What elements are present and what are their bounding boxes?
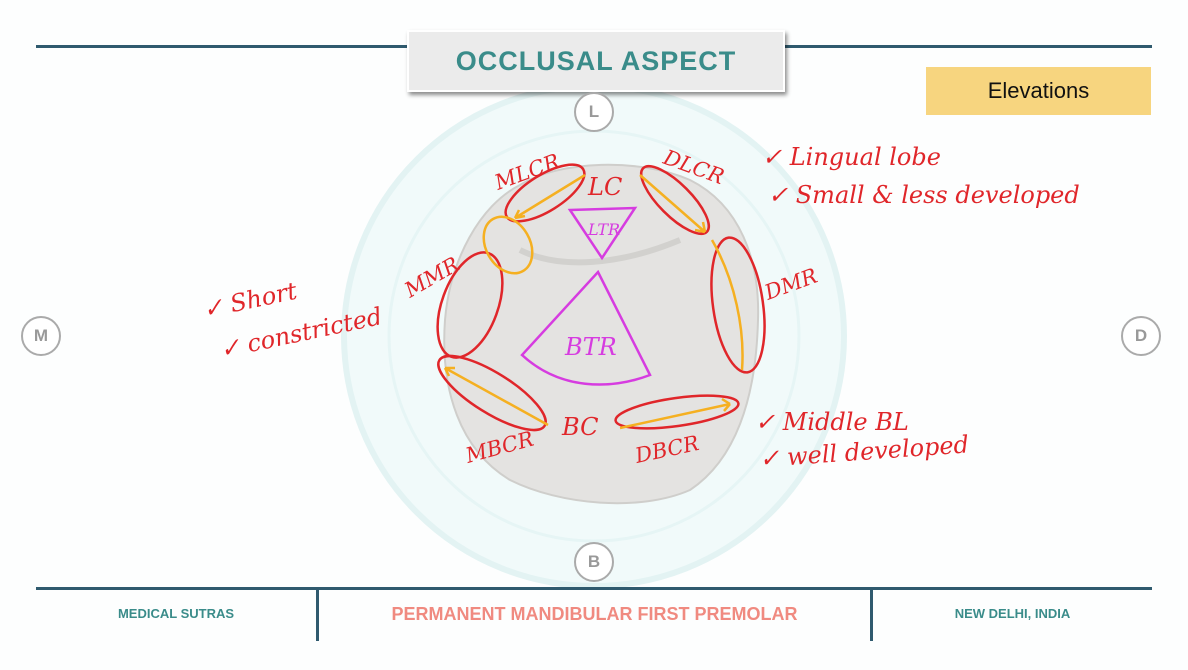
mmr-note-1: ✓ Short [200, 277, 299, 324]
title-box: OCCLUSAL ASPECT [407, 30, 785, 92]
dmr-arrow [710, 239, 744, 371]
lingual-note-1: ✓ Lingual lobe [762, 143, 941, 171]
direction-mesial: M [21, 316, 61, 356]
footer-divider-right [870, 589, 873, 641]
label-bc: BC [561, 413, 598, 441]
mbcr-arrow [443, 366, 549, 427]
dmr-outline [710, 236, 766, 374]
bc-note-1: ✓ Middle BL [755, 408, 909, 436]
label-btr: BTR [564, 333, 617, 361]
lingual-note-2: ✓ Small & less developed [768, 181, 1080, 209]
footer-location: NEW DELHI, INDIA [954, 606, 1071, 621]
ltr-outline [567, 206, 638, 261]
label-lc: LC [587, 173, 622, 201]
direction-distal: D [1121, 316, 1161, 356]
mesial-pit-outline [482, 215, 534, 275]
page-title: OCCLUSAL ASPECT [455, 45, 737, 76]
footer-rule [36, 587, 1152, 590]
dbcr-arrow [619, 397, 731, 430]
direction-lingual: L [574, 92, 614, 132]
footer-divider-left [316, 589, 319, 641]
label-ltr: LTR [587, 220, 620, 239]
btr-outline [520, 269, 652, 386]
top-rule-left [36, 45, 408, 48]
footer-brand: MEDICAL SUTRAS [117, 606, 235, 621]
footer-topic: PERMANENT MANDIBULAR FIRST PREMOLAR [391, 604, 798, 624]
dbcr-outline [614, 394, 740, 430]
central-groove [518, 237, 682, 266]
top-rule-right [781, 45, 1152, 48]
elevations-tag: Elevations [926, 67, 1151, 115]
mbcr-outline [437, 354, 547, 432]
dlcr-outline [639, 164, 711, 236]
dlcr-arrow [639, 174, 707, 234]
direction-buccal: B [574, 542, 614, 582]
mlcr-arrow [513, 173, 586, 220]
